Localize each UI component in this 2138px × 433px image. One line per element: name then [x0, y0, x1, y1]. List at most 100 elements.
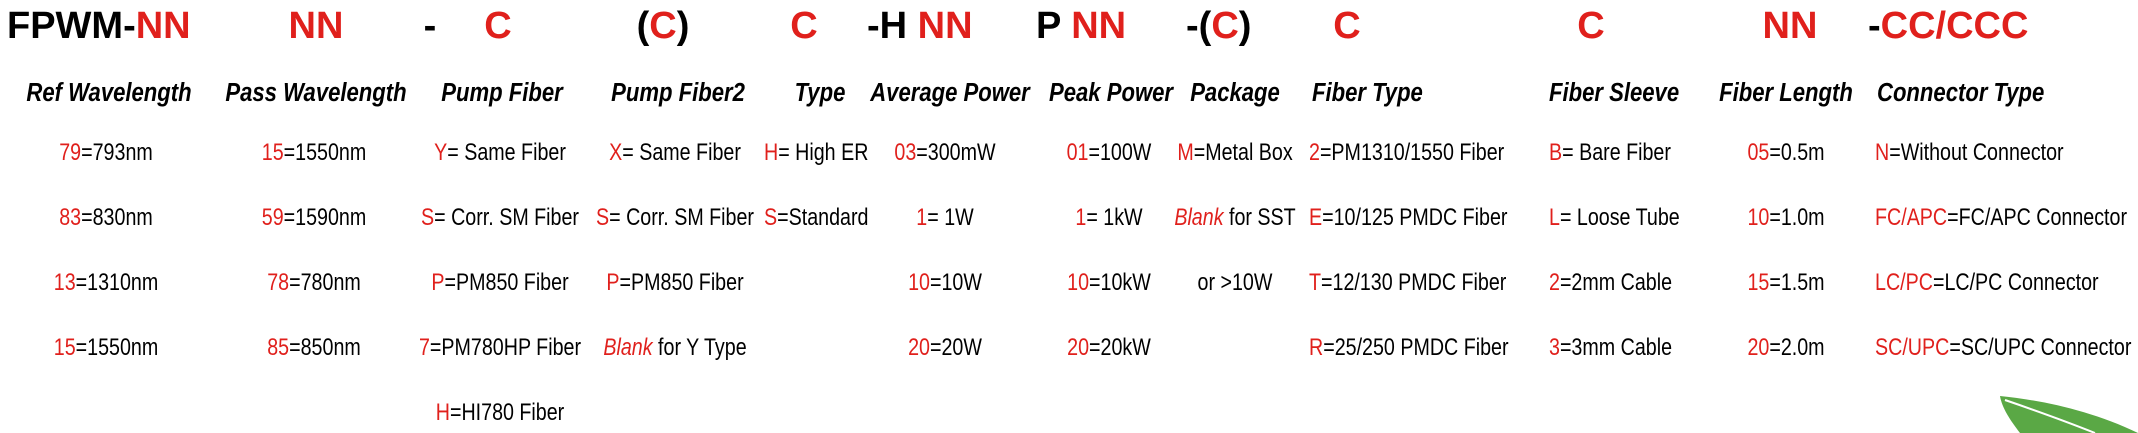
- column-title: Average Power: [869, 78, 1031, 107]
- code-segment: -: [424, 5, 437, 47]
- code-part: NN: [1071, 5, 1126, 47]
- option-entry: 15=1550nm: [54, 333, 158, 360]
- column-title: Fiber Sleeve: [1549, 78, 1679, 107]
- code-part: C: [1577, 5, 1604, 47]
- column-title: Pump Fiber: [441, 78, 564, 107]
- option-meaning: =PM850 Fiber: [445, 268, 569, 295]
- option-code: R: [1309, 333, 1323, 360]
- leaf-logo: [2000, 396, 2138, 433]
- option-entry: Blank for Y Type: [603, 333, 746, 360]
- code-segment: NN: [289, 5, 344, 47]
- code-part: CC/CCC: [1881, 5, 2029, 47]
- option-entry: H=HI780 Fiber: [436, 398, 564, 425]
- option-meaning: for SST: [1224, 203, 1296, 230]
- code-part: FPWM-: [7, 5, 136, 47]
- option-code: 78: [267, 268, 289, 295]
- option-entry: R=25/250 PMDC Fiber: [1309, 333, 1509, 360]
- option-entry: N=Without Connector: [1875, 138, 2064, 165]
- option-meaning: =793nm: [81, 138, 153, 165]
- option-entry: 85=850nm: [267, 333, 361, 360]
- option-code: E: [1309, 203, 1322, 230]
- option-code: 20: [1067, 333, 1089, 360]
- option-entry: 83=830nm: [59, 203, 153, 230]
- option-meaning: =PM1310/1550 Fiber: [1320, 138, 1504, 165]
- option-meaning: =10kW: [1089, 268, 1151, 295]
- option-entry: T=12/130 PMDC Fiber: [1309, 268, 1506, 295]
- option-entry: 1= 1W: [916, 203, 974, 230]
- option-entry: 7=PM780HP Fiber: [419, 333, 581, 360]
- option-meaning: =830nm: [81, 203, 153, 230]
- option-entry: 2=PM1310/1550 Fiber: [1309, 138, 1504, 165]
- option-entry: 15=1550nm: [262, 138, 366, 165]
- code-part: NN: [136, 5, 191, 47]
- option-code: M: [1177, 138, 1193, 165]
- option-code: 10: [1747, 203, 1769, 230]
- option-meaning: =10W: [930, 268, 982, 295]
- option-entry: L= Loose Tube: [1549, 203, 1680, 230]
- option-entry: 03=300mW: [894, 138, 995, 165]
- code-part: -: [1868, 5, 1881, 47]
- option-meaning: =20kW: [1089, 333, 1151, 360]
- leaf-vein: [2004, 399, 2096, 433]
- option-code: 10: [908, 268, 930, 295]
- column-title: Pump Fiber2: [611, 78, 745, 107]
- option-code: P: [431, 268, 444, 295]
- option-meaning: =20W: [930, 333, 982, 360]
- code-part: (: [637, 5, 650, 47]
- column-title: Ref Wavelength: [26, 78, 191, 107]
- option-code: 05: [1747, 138, 1769, 165]
- option-code: 83: [59, 203, 81, 230]
- option-meaning: =850nm: [289, 333, 361, 360]
- option-entry: FC/APC=FC/APC Connector: [1875, 203, 2127, 230]
- code-part: C: [790, 5, 817, 47]
- option-code: 15: [1747, 268, 1769, 295]
- option-entry: B= Bare Fiber: [1549, 138, 1671, 165]
- option-code: Blank: [1174, 203, 1224, 230]
- option-code: 2: [1549, 268, 1560, 295]
- option-code: P: [606, 268, 619, 295]
- option-meaning: =1590nm: [284, 203, 367, 230]
- option-meaning: =2.0m: [1769, 333, 1824, 360]
- code-part: -H: [867, 5, 918, 47]
- option-code: 15: [54, 333, 76, 360]
- option-entry: 13=1310nm: [54, 268, 158, 295]
- option-meaning: =Metal Box: [1194, 138, 1293, 165]
- option-entry: 20=20kW: [1067, 333, 1151, 360]
- option-code: 15: [262, 138, 284, 165]
- option-code: LC/PC: [1875, 268, 1933, 295]
- option-meaning: =1310nm: [76, 268, 159, 295]
- option-entry: LC/PC=LC/PC Connector: [1875, 268, 2099, 295]
- option-entry: 01=100W: [1067, 138, 1152, 165]
- option-meaning: = 1W: [927, 203, 974, 230]
- option-entry: S= Corr. SM Fiber: [596, 203, 754, 230]
- option-entry: 59=1590nm: [262, 203, 366, 230]
- code-part: C: [649, 5, 676, 47]
- option-meaning: = 1kW: [1086, 203, 1143, 230]
- option-meaning: =Without Connector: [1889, 138, 2063, 165]
- option-code: 7: [419, 333, 430, 360]
- code-segment: NN: [1763, 5, 1818, 47]
- option-meaning: = Corr. SM Fiber: [434, 203, 579, 230]
- option-entry: 05=0.5m: [1747, 138, 1824, 165]
- option-meaning: =PM850 Fiber: [620, 268, 744, 295]
- code-part: -(: [1186, 5, 1212, 47]
- code-segment: -(C): [1186, 5, 1251, 47]
- option-code: N: [1875, 138, 1889, 165]
- option-entry: 20=2.0m: [1747, 333, 1824, 360]
- option-code: B: [1549, 138, 1562, 165]
- code-segment: C: [1577, 5, 1604, 47]
- option-code: 85: [267, 333, 289, 360]
- option-meaning: =25/250 PMDC Fiber: [1323, 333, 1508, 360]
- code-segment: -CC/CCC: [1868, 5, 2028, 47]
- option-meaning: =Standard: [777, 203, 868, 230]
- option-entry: M=Metal Box: [1177, 138, 1292, 165]
- code-part: -: [424, 5, 437, 47]
- option-meaning: =2mm Cable: [1560, 268, 1672, 295]
- option-code: 13: [54, 268, 76, 295]
- option-code: SC/UPC: [1875, 333, 1949, 360]
- code-part: NN: [289, 5, 344, 47]
- code-part: NN: [918, 5, 973, 47]
- option-code: 20: [1747, 333, 1769, 360]
